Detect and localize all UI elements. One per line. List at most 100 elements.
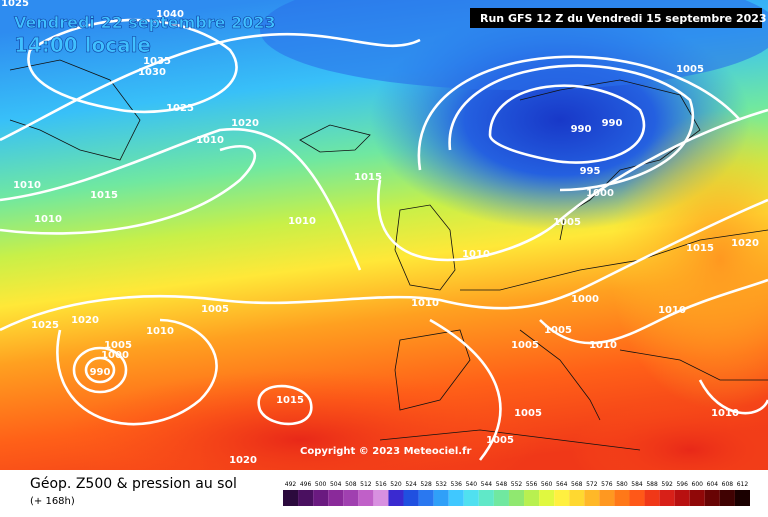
scale-swatch [358, 490, 374, 506]
scale-swatch [629, 490, 645, 506]
scale-swatch [433, 490, 449, 506]
scale-label: 564 [556, 481, 568, 488]
isobar-label: 1005 [514, 408, 542, 419]
scale-label: 608 [722, 481, 734, 488]
isobar-label: 995 [580, 166, 601, 177]
isobar-label: 1010 [711, 408, 739, 419]
valid-time: 14:00 locale [14, 33, 151, 57]
scale-label: 604 [707, 481, 719, 488]
isobar-label: 1010 [34, 214, 62, 225]
run-box [470, 8, 762, 28]
scale-swatch [463, 490, 479, 506]
scale-label: 560 [541, 481, 553, 488]
isobar-label: 1020 [229, 455, 257, 466]
isobar-label: 1025 [1, 0, 29, 9]
isobar-label: 990 [602, 118, 623, 129]
isobar-label: 1020 [731, 238, 759, 249]
isobar-label: 1010 [146, 326, 174, 337]
scale-swatch [674, 490, 690, 506]
valid-date: Vendredi 22 septembre 2023 [14, 13, 276, 32]
scale-swatch [403, 490, 419, 506]
scale-swatch [448, 490, 464, 506]
scale-swatch [584, 490, 600, 506]
scale-swatch [524, 490, 540, 506]
color-scale: 492 496 500 504 508 512 516 520 524 528 532 536 540 5… [283, 481, 750, 506]
scale-label: 496 [300, 481, 312, 488]
scale-swatch [493, 490, 509, 506]
isobar-label: 1035 [143, 56, 171, 67]
isobar-label: 1010 [411, 298, 439, 309]
scale-swatch [734, 490, 750, 506]
isobar-label: 1015 [90, 190, 118, 201]
scale-swatch [539, 490, 555, 506]
isobar-label: 1010 [658, 305, 686, 316]
isobar-label: 1025 [31, 320, 59, 331]
isobar-label: 1005 [553, 217, 581, 228]
scale-swatch [719, 490, 735, 506]
scale-label: 600 [692, 481, 704, 488]
scale-swatch [704, 490, 720, 506]
isobar-label: 990 [571, 124, 592, 135]
scale-label: 544 [481, 481, 493, 488]
scale-label: 500 [315, 481, 327, 488]
isobar-label: 1005 [544, 325, 572, 336]
isobar-label: 1000 [101, 350, 129, 361]
isobar-label: 1005 [676, 64, 704, 75]
scale-swatch [478, 490, 494, 506]
isobars [0, 18, 768, 461]
scale-label: 548 [496, 481, 508, 488]
scale-swatch [343, 490, 359, 506]
scale-label: 592 [661, 481, 673, 488]
isobar-label: 1015 [354, 172, 382, 183]
scale-swatch [554, 490, 570, 506]
scale-swatch [298, 490, 314, 506]
scale-swatch [328, 490, 344, 506]
scale-swatch [388, 490, 404, 506]
isobar-label: 1000 [571, 294, 599, 305]
scale-swatch [689, 490, 705, 506]
scale-label: 512 [360, 481, 372, 488]
scale-label: 596 [676, 481, 688, 488]
isobar-label: 1005 [201, 304, 229, 315]
lead-time: (+ 168h) [30, 496, 75, 507]
isobar-label: 1005 [104, 340, 132, 351]
caption: Géop. Z500 & pression au sol [30, 476, 237, 492]
scale-swatch [599, 490, 615, 506]
scale-swatch [508, 490, 525, 506]
scale-swatch [659, 490, 675, 506]
isobar-label: 1030 [138, 67, 166, 78]
isobar-label: 1020 [71, 315, 99, 326]
isobar-label: 1005 [486, 435, 514, 446]
scale-label: 536 [451, 481, 463, 488]
scale-label: 612 [737, 481, 749, 488]
scale-label: 516 [375, 481, 387, 488]
scale-label: 568 [571, 481, 583, 488]
scale-label: 540 [466, 481, 478, 488]
scale-label: 584 [631, 481, 643, 488]
scale-swatch [313, 490, 329, 506]
isobar-label: 1010 [13, 180, 41, 191]
scale-label: 520 [390, 481, 402, 488]
isobar-label: 1020 [231, 118, 259, 129]
scale-swatch [418, 490, 434, 506]
scale-label: 576 [601, 481, 613, 488]
scale-swatch [614, 490, 630, 506]
scale-label: 508 [345, 481, 357, 488]
scale-label: 524 [405, 481, 417, 488]
isobar-label: 1010 [196, 135, 224, 146]
scale-swatch [283, 490, 299, 506]
scale-swatch [373, 490, 389, 506]
isobar-label: 990 [90, 367, 111, 378]
scale-label: 552 [511, 481, 523, 488]
scale-label: 528 [420, 481, 432, 488]
scale-label: 580 [616, 481, 628, 488]
scale-swatch [644, 490, 660, 506]
isobar-label: 1010 [462, 249, 490, 260]
scale-label: 572 [586, 481, 598, 488]
isobar-label: 1025 [166, 103, 194, 114]
scale-label: 504 [330, 481, 342, 488]
isobar-label: 1000 [586, 188, 614, 199]
isobar-label: 1010 [288, 216, 316, 227]
scale-swatch [569, 490, 585, 506]
isobar-label: 1005 [511, 340, 539, 351]
